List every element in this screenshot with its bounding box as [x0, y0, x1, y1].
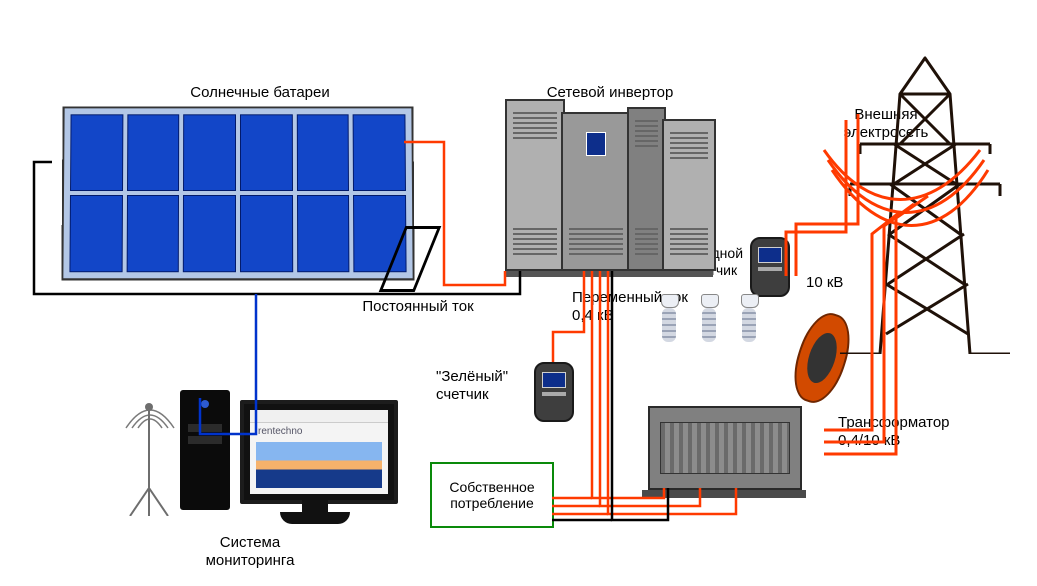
solar-cell: [183, 195, 236, 272]
own-consumption-label-1: Собственное: [449, 479, 534, 495]
solar-cell: [126, 195, 179, 272]
solar-panel-frame: [61, 106, 414, 280]
label-green-meter: "Зелёный" счетчик: [436, 368, 536, 404]
antenna-icon: [126, 406, 172, 516]
grid-inverter: [505, 103, 713, 271]
own-consumption-box: Собственное потребление: [430, 462, 554, 528]
solar-cell: [70, 114, 123, 191]
transformer-radiator-icon: [660, 422, 790, 474]
inverter-cabinet: [505, 99, 565, 271]
meter-display-icon: [542, 372, 566, 388]
monitoring-system: rentechno: [120, 380, 410, 540]
solar-cell: [353, 114, 406, 191]
label-dc: Постоянный ток: [338, 298, 498, 316]
inverter-plinth: [505, 271, 713, 277]
solar-cell: [127, 114, 180, 191]
monitor-hero-image-icon: [256, 442, 382, 488]
transformer-bushing: [662, 296, 676, 340]
transformer-base: [642, 490, 806, 498]
label-transformer: Трансформатор 0,4/10 кВ: [838, 414, 998, 450]
solar-cell: [296, 114, 349, 191]
inverter-cabinet: [627, 107, 666, 271]
solar-panel-grid: [69, 114, 406, 272]
monitor-base: [280, 512, 350, 524]
solar-panel: [62, 106, 410, 290]
transformer-bushing: [742, 296, 756, 340]
transformer: [648, 340, 828, 490]
pc-tower-icon: [180, 390, 230, 510]
inverter-cabinet: [561, 112, 631, 271]
meter-display-icon: [758, 247, 782, 263]
green-meter: [534, 362, 574, 422]
monitor-icon: rentechno: [240, 400, 398, 504]
transformer-bushing: [702, 296, 716, 340]
inverter-display-icon: [586, 132, 606, 156]
solar-cell: [240, 195, 293, 272]
solar-cell: [183, 114, 236, 191]
wire-own-consumption: [552, 498, 612, 520]
power-pylon-icon: [830, 54, 1020, 354]
input-meter: [750, 237, 790, 297]
diagram-stage: Солнечные батареи Сетевой инвертор Внешн…: [0, 0, 1037, 586]
solar-cell: [69, 195, 122, 272]
inverter-cabinet: [662, 119, 716, 271]
transformer-body: [648, 406, 802, 490]
solar-cell: [297, 195, 350, 272]
label-solar-panels: Солнечные батареи: [160, 84, 360, 102]
own-consumption-label-2: потребление: [450, 495, 534, 511]
solar-cell: [240, 114, 293, 191]
monitor-brand-label: rentechno: [258, 426, 302, 437]
power-led-icon: [201, 400, 209, 408]
